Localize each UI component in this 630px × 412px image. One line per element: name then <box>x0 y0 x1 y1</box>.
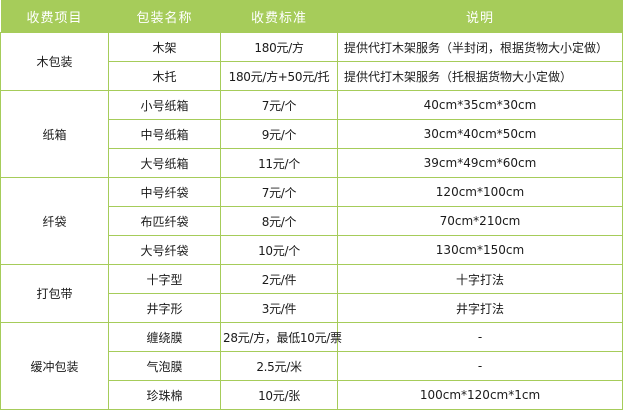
price-standard-cell: 10元/个 <box>220 235 338 265</box>
table-row: 木包装 木架 180元/方 提供代打木架服务（半封闭，根据货物大小定做） <box>0 32 623 91</box>
package-name-cell: 井字形 <box>108 293 221 323</box>
price-standard-cell: 2元/件 <box>220 264 338 294</box>
price-standard-cell: 28元/方，最低10元/票 <box>220 322 342 352</box>
table-row: 木托 180元/方+50元/托 提供代打木架服务（托根据货物大小定做） <box>1 61 623 91</box>
price-standard-cell: 7元/个 <box>220 177 338 207</box>
column-header-item: 收费项目 <box>0 0 109 33</box>
description-cell: - <box>337 351 623 381</box>
package-name-cell: 大号纸箱 <box>108 148 221 178</box>
package-name-cell: 气泡膜 <box>108 351 221 381</box>
table-row: 布匹纤袋 8元/个 70cm*210cm <box>1 206 623 236</box>
table-row: 纸箱 小号纸箱 7元/个 40cm*35cm*30cm <box>0 90 623 178</box>
table-body: 木包装 木架 180元/方 提供代打木架服务（半封闭，根据货物大小定做） 木托 180元/… <box>0 32 623 410</box>
table-row: 中号纸箱 9元/个 30cm*40cm*50cm <box>1 119 623 149</box>
price-standard-cell: 180元/方+50元/托 <box>220 61 338 91</box>
description-cell: 100cm*120cm*1cm <box>337 380 623 410</box>
package-name-cell: 中号纸箱 <box>108 119 221 149</box>
package-name-cell: 木托 <box>108 61 221 91</box>
package-name-cell: 大号纤袋 <box>108 235 221 265</box>
column-header-price-standard: 收费标准 <box>220 0 338 33</box>
table-row: 打包带 十字型 2元/件 十字打法 <box>0 264 623 323</box>
table-row: 缓冲包装 缠绕膜 28元/方，最低10元/票 - <box>0 322 623 410</box>
table-row: 珍珠棉 10元/张 100cm*120cm*1cm <box>1 380 623 410</box>
price-standard-cell: 180元/方 <box>220 32 338 62</box>
description-cell: 十字打法 <box>337 264 623 294</box>
header-row: 收费项目 包装名称 收费标准 说明 <box>0 0 623 33</box>
column-header-package-name: 包装名称 <box>108 0 221 33</box>
price-standard-cell: 3元/件 <box>220 293 338 323</box>
table-row: 大号纸箱 11元/个 39cm*49cm*60cm <box>1 148 623 178</box>
price-standard-cell: 11元/个 <box>220 148 338 178</box>
table-row: 气泡膜 2.5元/米 - <box>1 351 623 381</box>
charge-item-cell: 纤袋 <box>0 177 109 265</box>
package-name-cell: 缠绕膜 <box>108 322 221 352</box>
description-cell: - <box>337 322 623 352</box>
price-standard-cell: 7元/个 <box>220 90 338 120</box>
package-name-cell: 十字型 <box>108 264 221 294</box>
price-standard-cell: 2.5元/米 <box>220 351 338 381</box>
description-cell: 提供代打木架服务（半封闭，根据货物大小定做） <box>337 32 623 62</box>
description-cell: 130cm*150cm <box>337 235 623 265</box>
description-cell: 30cm*40cm*50cm <box>337 119 623 149</box>
price-standard-cell: 8元/个 <box>220 206 338 236</box>
table-row: 大号纤袋 10元/个 130cm*150cm <box>1 235 623 265</box>
price-standard-cell: 10元/张 <box>220 380 338 410</box>
charge-item-cell: 木包装 <box>0 32 109 91</box>
description-cell: 40cm*35cm*30cm <box>337 90 623 120</box>
table-row: 井字形 3元/件 井字打法 <box>1 293 623 323</box>
package-name-cell: 小号纸箱 <box>108 90 221 120</box>
table-row: 纤袋 中号纤袋 7元/个 120cm*100cm <box>0 177 623 265</box>
package-name-cell: 珍珠棉 <box>108 380 221 410</box>
table-header: 收费项目 包装名称 收费标准 说明 <box>0 0 623 33</box>
package-name-cell: 木架 <box>108 32 221 62</box>
charge-item-cell: 纸箱 <box>0 90 109 178</box>
charge-item-cell: 缓冲包装 <box>0 322 109 410</box>
package-name-cell: 中号纤袋 <box>108 177 221 207</box>
description-cell: 120cm*100cm <box>337 177 623 207</box>
column-header-description: 说明 <box>337 0 623 33</box>
description-cell: 70cm*210cm <box>337 206 623 236</box>
package-name-cell: 布匹纤袋 <box>108 206 221 236</box>
description-cell: 提供代打木架服务（托根据货物大小定做） <box>337 61 623 91</box>
description-cell: 39cm*49cm*60cm <box>337 148 623 178</box>
price-standard-cell: 9元/个 <box>220 119 338 149</box>
charge-item-cell: 打包带 <box>0 264 109 323</box>
description-cell: 井字打法 <box>337 293 623 323</box>
